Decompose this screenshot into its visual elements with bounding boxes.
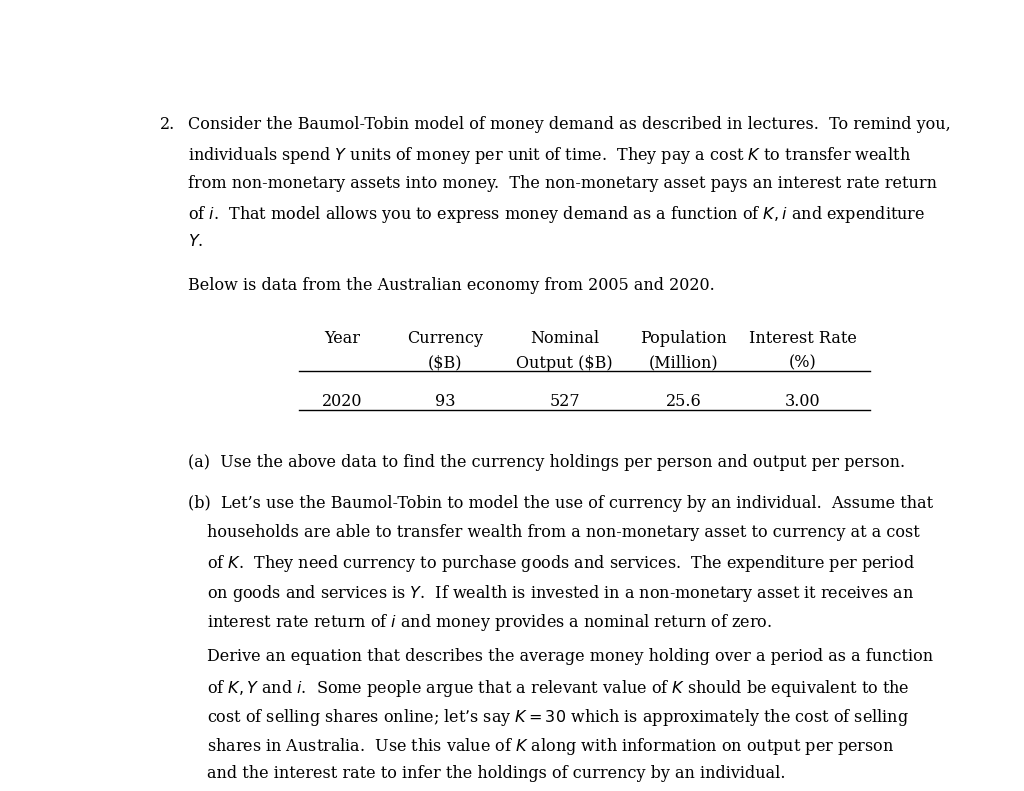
Text: (a)  Use the above data to find the currency holdings per person and output per : (a) Use the above data to find the curre… <box>187 454 904 471</box>
Text: ($B): ($B) <box>428 354 463 372</box>
Text: Consider the Baumol-Tobin model of money demand as described in lectures.  To re: Consider the Baumol-Tobin model of money… <box>187 116 950 133</box>
Text: (b)  Let’s use the Baumol-Tobin to model the use of currency by an individual.  : (b) Let’s use the Baumol-Tobin to model … <box>187 495 933 512</box>
Text: (Million): (Million) <box>649 354 718 372</box>
Text: shares in Australia.  Use this value of $K$ along with information on output per: shares in Australia. Use this value of $… <box>207 736 895 757</box>
Text: 3.00: 3.00 <box>784 392 820 410</box>
Text: of $i$.  That model allows you to express money demand as a function of $K, i$ a: of $i$. That model allows you to express… <box>187 204 925 225</box>
Text: from non-monetary assets into money.  The non-monetary asset pays an interest ra: from non-monetary assets into money. The… <box>187 175 937 191</box>
Text: 93: 93 <box>435 392 456 410</box>
Text: cost of selling shares online; let’s say $K = 30$ which is approximately the cos: cost of selling shares online; let’s say… <box>207 707 909 728</box>
Text: individuals spend $Y$ units of money per unit of time.  They pay a cost $K$ to t: individuals spend $Y$ units of money per… <box>187 146 910 166</box>
Text: Population: Population <box>640 330 727 346</box>
Text: on goods and services is $Y$.  If wealth is invested in a non-monetary asset it : on goods and services is $Y$. If wealth … <box>207 582 914 604</box>
Text: Currency: Currency <box>408 330 483 346</box>
Text: Derive an equation that describes the average money holding over a period as a f: Derive an equation that describes the av… <box>207 649 934 665</box>
Text: of $K, Y$ and $i$.  Some people argue that a relevant value of $K$ should be equ: of $K, Y$ and $i$. Some people argue tha… <box>207 678 910 698</box>
Text: Year: Year <box>325 330 360 346</box>
Text: of $K$.  They need currency to purchase goods and services.  The expenditure per: of $K$. They need currency to purchase g… <box>207 554 915 574</box>
Text: households are able to transfer wealth from a non-monetary asset to currency at : households are able to transfer wealth f… <box>207 524 921 541</box>
Text: and the interest rate to infer the holdings of currency by an individual.: and the interest rate to infer the holdi… <box>207 765 785 782</box>
Text: Interest Rate: Interest Rate <box>749 330 856 346</box>
Text: interest rate return of $i$ and money provides a nominal return of zero.: interest rate return of $i$ and money pr… <box>207 611 772 633</box>
Text: 25.6: 25.6 <box>666 392 701 410</box>
Text: Nominal: Nominal <box>529 330 599 346</box>
Text: Output ($B): Output ($B) <box>516 354 612 372</box>
Text: $Y$.: $Y$. <box>187 233 203 250</box>
Text: 2020: 2020 <box>322 392 362 410</box>
Text: Below is data from the Australian economy from 2005 and 2020.: Below is data from the Australian econom… <box>187 277 715 294</box>
Text: (%): (%) <box>788 354 816 372</box>
Text: 527: 527 <box>549 392 580 410</box>
Text: 2.: 2. <box>160 116 175 133</box>
